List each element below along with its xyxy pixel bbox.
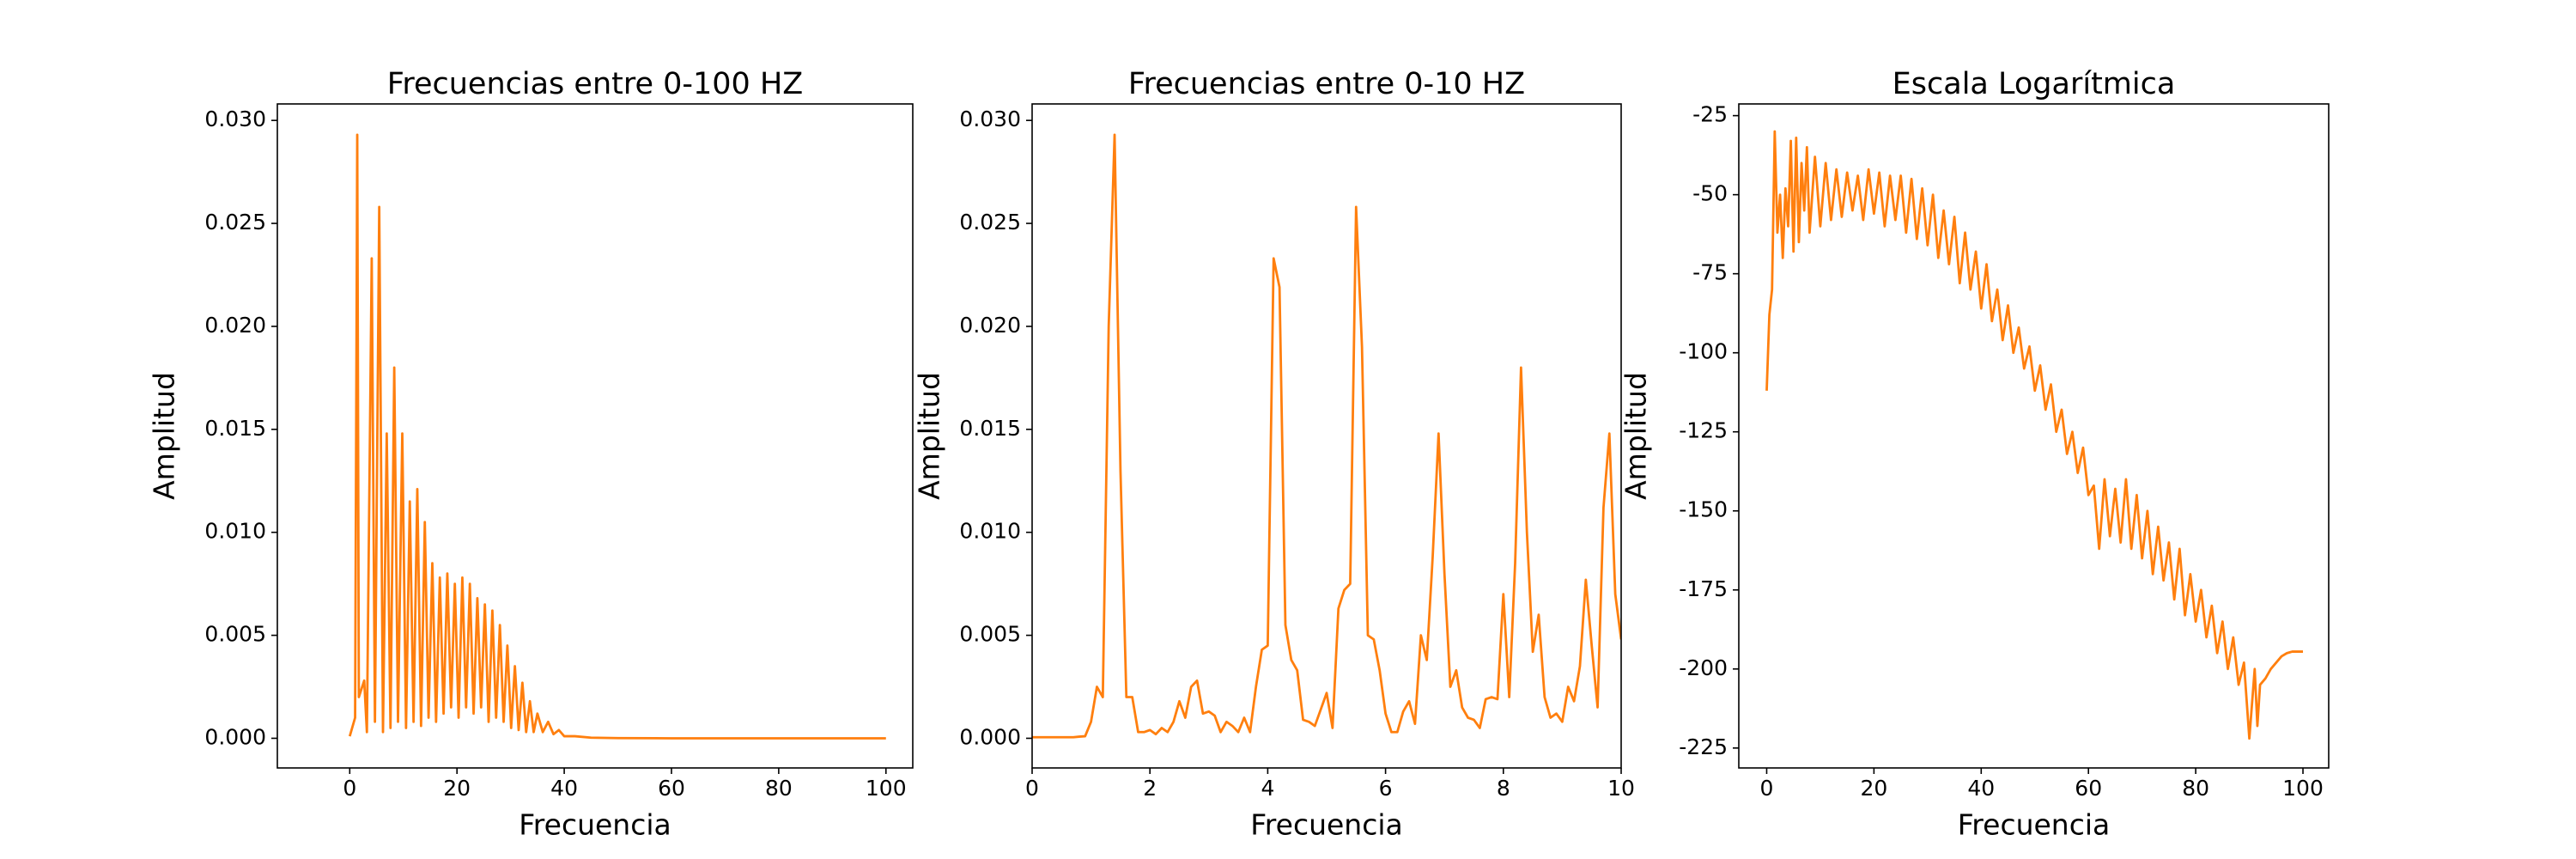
y-tick-label: 0.030 (959, 107, 1021, 131)
y-axis-label: Amplitud (148, 372, 181, 500)
y-tick-label: -200 (1679, 655, 1728, 680)
x-tick-label: 0 (1025, 776, 1039, 801)
x-tick-label: 10 (1607, 776, 1635, 801)
y-tick-label: -175 (1679, 576, 1728, 601)
y-tick-label: -125 (1679, 418, 1728, 443)
y-tick-label: 0.025 (204, 210, 266, 235)
axes-frame (1738, 103, 2330, 769)
x-tick-label: 100 (866, 776, 907, 801)
x-tick-label: 0 (343, 776, 356, 801)
y-tick-label: -75 (1692, 260, 1728, 285)
y-tick-label: -50 (1692, 181, 1728, 206)
subplot: 0 20 40 60 80 100 0.000 0.005 0.010 0.015 0.020 0.0… (148, 67, 914, 842)
x-tick-label: 2 (1143, 776, 1157, 801)
x-tick-label: 0 (1760, 776, 1774, 801)
x-tick-label: 20 (1860, 776, 1887, 801)
y-tick-label: 0.030 (204, 107, 266, 131)
y-tick-label: 0.015 (204, 416, 266, 441)
x-tick-label: 80 (765, 776, 793, 801)
y-axis-label: Amplitud (913, 372, 946, 500)
y-tick-label: -150 (1679, 497, 1728, 522)
x-tick-label: 40 (1967, 776, 1995, 801)
x-tick-label: 40 (550, 776, 578, 801)
x-tick-label: 60 (658, 776, 685, 801)
data-line (1032, 133, 1621, 739)
y-tick-label: 0.020 (959, 313, 1021, 338)
subplot: 0 20 40 60 80 100 -25 -50 -75 -100 -125 -150 -175 -20… (1619, 67, 2330, 842)
data-line (348, 133, 886, 740)
y-tick-label: 0.025 (959, 210, 1021, 235)
y-tick-label: 0.005 (959, 622, 1021, 647)
y-tick-label: -225 (1679, 734, 1728, 759)
y-tick-label: 0.020 (204, 313, 266, 338)
x-axis-label: Frecuencia (1250, 808, 1403, 842)
x-axis-label: Frecuencia (519, 808, 671, 842)
data-line (1765, 130, 2304, 740)
x-tick-label: 6 (1379, 776, 1393, 801)
y-tick-label: 0.010 (204, 519, 266, 544)
x-axis-label: Frecuencia (1958, 808, 2111, 842)
y-tick-label: 0.000 (204, 724, 266, 749)
chart-title: Frecuencias entre 0-100 HZ (387, 67, 804, 101)
y-tick-label: 0.015 (959, 416, 1021, 441)
x-tick-label: 8 (1497, 776, 1510, 801)
axes-frame (1031, 103, 1622, 769)
y-axis-label: Amplitud (1619, 372, 1653, 500)
chart-title: Frecuencias entre 0-10 HZ (1128, 67, 1525, 101)
axes-frame (276, 103, 914, 769)
y-tick-label: 0.005 (204, 622, 266, 647)
y-tick-label: 0.000 (959, 724, 1021, 749)
x-tick-label: 4 (1261, 776, 1274, 801)
y-tick-label: 0.010 (959, 519, 1021, 544)
y-tick-label: -25 (1692, 102, 1728, 127)
x-tick-label: 60 (2075, 776, 2102, 801)
subplot: 0 2 4 6 8 10 0.000 0.005 0.010 0.015 0.020 0.025 0.0… (913, 67, 1635, 842)
x-tick-label: 80 (2182, 776, 2209, 801)
x-tick-label: 20 (443, 776, 471, 801)
x-tick-label: 100 (2282, 776, 2324, 801)
chart-title: Escala Logarítmica (1893, 67, 2176, 101)
y-tick-label: -100 (1679, 339, 1728, 364)
